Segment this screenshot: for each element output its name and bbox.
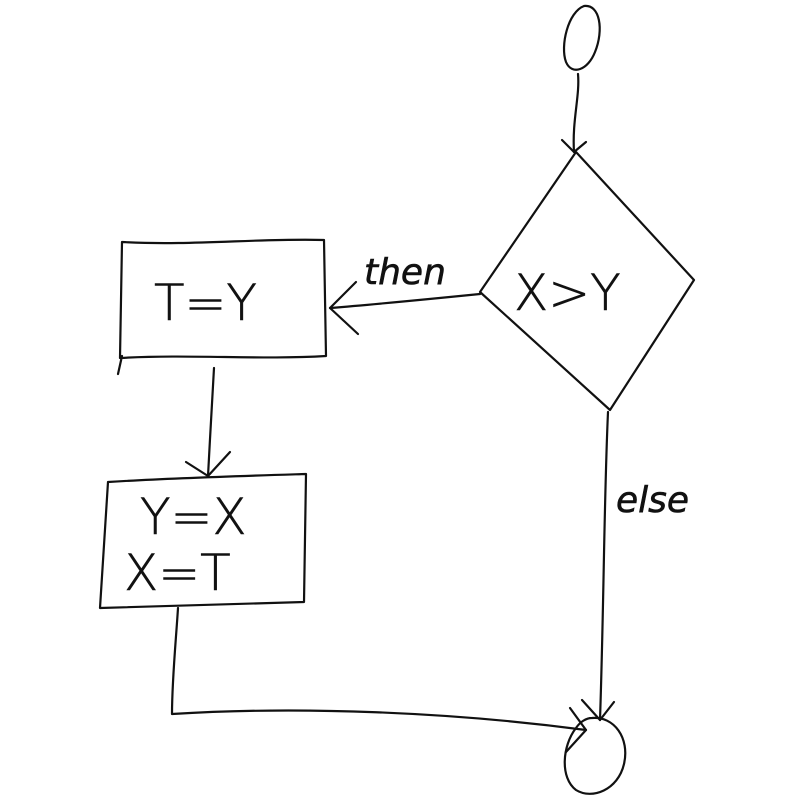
assign-t-node	[116, 238, 328, 376]
assign-t-label: T=Y	[154, 274, 257, 332]
edge-assign-swap	[206, 366, 216, 478]
arrowhead-start-decision	[560, 138, 588, 154]
decision-label: X>Y	[514, 264, 621, 322]
edge-label-then: then	[364, 252, 446, 293]
arrowhead-decision-end	[580, 698, 616, 722]
edge-decision-end	[598, 410, 610, 722]
edge-decision-assign	[328, 292, 482, 310]
edge-swap-end	[170, 606, 588, 732]
swap-label-line-1: Y=X	[140, 488, 247, 546]
swap-label-line-2: X=T	[124, 544, 231, 602]
arrowhead-assign-swap	[184, 450, 232, 478]
edge-label-else: else	[616, 480, 689, 521]
end-node	[563, 716, 627, 795]
start-node	[562, 4, 601, 71]
arrowhead-swap-end	[564, 706, 588, 754]
edge-start-decision	[572, 72, 580, 154]
arrowhead-decision-assign	[328, 280, 360, 336]
swap-node	[98, 472, 308, 610]
decision-node	[478, 150, 696, 412]
